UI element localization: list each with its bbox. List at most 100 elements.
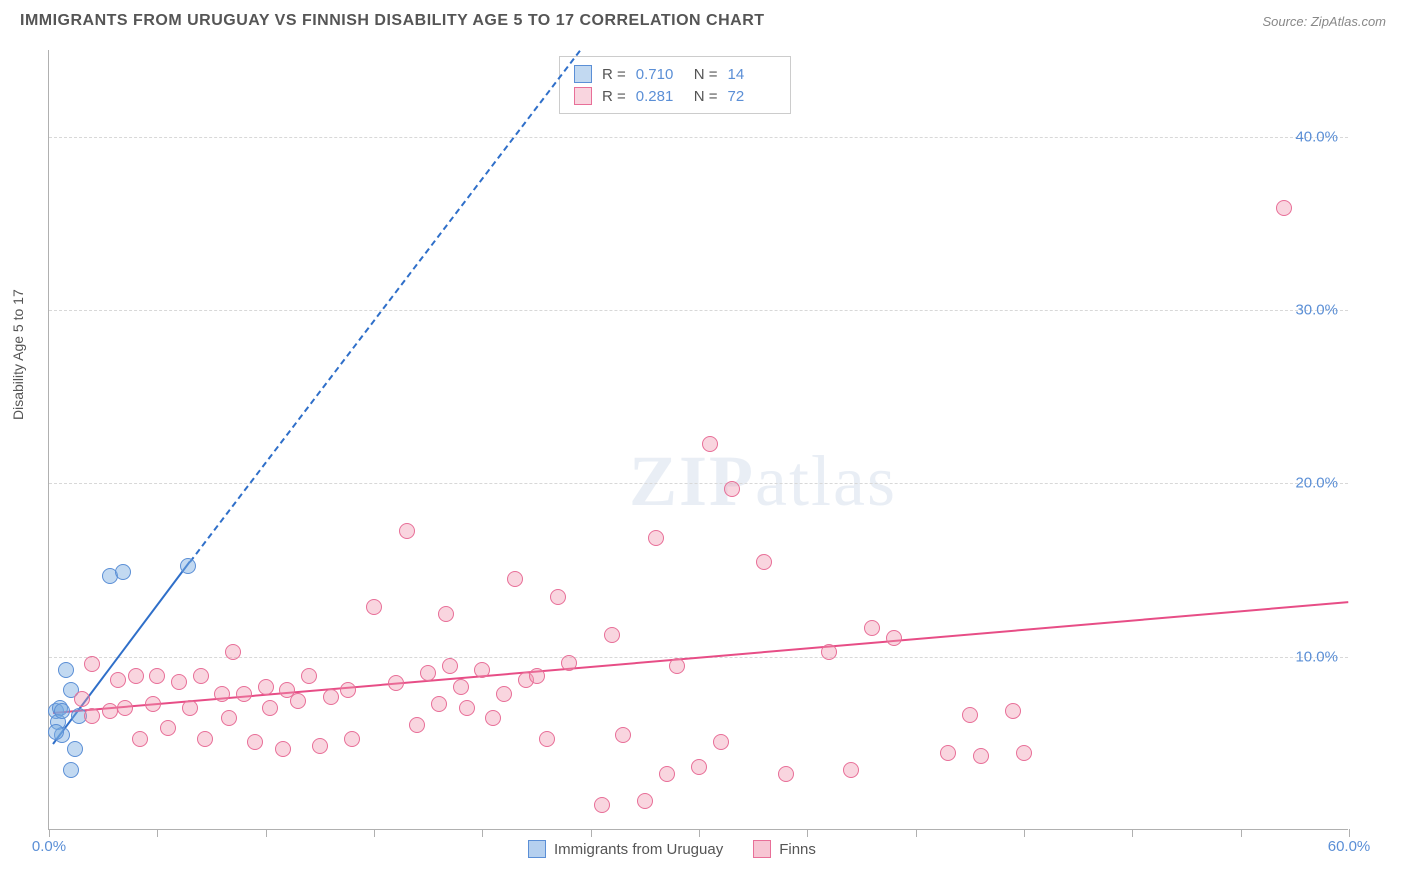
data-point: [214, 686, 230, 702]
data-point: [756, 554, 772, 570]
data-point: [459, 700, 475, 716]
x-tick: [1132, 829, 1133, 837]
x-tick: [266, 829, 267, 837]
data-point: [431, 696, 447, 712]
data-point: [485, 710, 501, 726]
data-point: [344, 731, 360, 747]
data-point: [275, 741, 291, 757]
legend-item: Immigrants from Uruguay: [528, 840, 723, 858]
stat-r-value: 0.710: [636, 66, 684, 83]
data-point: [128, 668, 144, 684]
data-point: [691, 759, 707, 775]
data-point: [366, 599, 382, 615]
data-point: [724, 481, 740, 497]
source-attribution: Source: ZipAtlas.com: [1262, 14, 1386, 29]
data-point: [420, 665, 436, 681]
data-point: [507, 571, 523, 587]
y-tick-label: 40.0%: [1295, 128, 1338, 145]
stat-n-label: N =: [694, 66, 718, 83]
legend-swatch: [574, 65, 592, 83]
data-point: [604, 627, 620, 643]
data-point: [221, 710, 237, 726]
data-point: [312, 738, 328, 754]
data-point: [1016, 745, 1032, 761]
data-point: [399, 523, 415, 539]
data-point: [474, 662, 490, 678]
data-point: [438, 606, 454, 622]
stat-n-value: 72: [728, 88, 776, 105]
chart-title: IMMIGRANTS FROM URUGUAY VS FINNISH DISAB…: [20, 12, 765, 30]
data-point: [171, 674, 187, 690]
stat-n-label: N =: [694, 88, 718, 105]
data-point: [496, 686, 512, 702]
data-point: [561, 655, 577, 671]
trend-line-dash: [189, 50, 581, 563]
data-point: [258, 679, 274, 695]
data-point: [84, 656, 100, 672]
legend-label: Immigrants from Uruguay: [554, 841, 723, 858]
data-point: [821, 644, 837, 660]
data-point: [193, 668, 209, 684]
x-tick: [807, 829, 808, 837]
data-point: [864, 620, 880, 636]
x-tick-label: 60.0%: [1328, 838, 1371, 855]
data-point: [48, 724, 64, 740]
data-point: [409, 717, 425, 733]
x-tick: [1241, 829, 1242, 837]
data-point: [702, 436, 718, 452]
data-point: [132, 731, 148, 747]
data-point: [58, 662, 74, 678]
stats-legend-box: R = 0.710 N = 14R = 0.281 N = 72: [559, 56, 791, 114]
scatter-plot: ZIPatlas R =0.710N =14R =0.281N =72 10.0…: [48, 50, 1348, 830]
data-point: [323, 689, 339, 705]
data-point: [290, 693, 306, 709]
bottom-legend: Immigrants from Uruguay Finns: [528, 840, 816, 858]
y-axis-label: Disability Age 5 to 17: [10, 289, 26, 420]
data-point: [63, 762, 79, 778]
x-tick: [157, 829, 158, 837]
data-point: [778, 766, 794, 782]
gridline: [49, 137, 1348, 138]
x-tick: [482, 829, 483, 837]
x-tick: [916, 829, 917, 837]
stat-r-label: R =: [602, 66, 626, 83]
stats-row: R = 0.710 N = 14: [574, 63, 776, 85]
legend-swatch: [574, 87, 592, 105]
data-point: [160, 720, 176, 736]
data-point: [962, 707, 978, 723]
legend-swatch: [753, 840, 771, 858]
legend-item: Finns: [753, 840, 816, 858]
data-point: [539, 731, 555, 747]
data-point: [247, 734, 263, 750]
data-point: [236, 686, 252, 702]
data-point: [1276, 200, 1292, 216]
data-point: [453, 679, 469, 695]
data-point: [115, 564, 131, 580]
data-point: [594, 797, 610, 813]
data-point: [67, 741, 83, 757]
data-point: [225, 644, 241, 660]
data-point: [442, 658, 458, 674]
data-point: [74, 691, 90, 707]
chart-area: ZIPatlas R =0.710N =14R =0.281N =72 10.0…: [48, 50, 1348, 830]
data-point: [197, 731, 213, 747]
stat-n-value: 14: [728, 66, 776, 83]
stat-r-value: 0.281: [636, 88, 684, 105]
data-point: [262, 700, 278, 716]
data-point: [110, 672, 126, 688]
data-point: [550, 589, 566, 605]
x-tick: [49, 829, 50, 837]
data-point: [973, 748, 989, 764]
data-point: [102, 703, 118, 719]
data-point: [940, 745, 956, 761]
data-point: [843, 762, 859, 778]
x-tick: [1349, 829, 1350, 837]
data-point: [340, 682, 356, 698]
data-point: [149, 668, 165, 684]
data-point: [182, 700, 198, 716]
data-point: [886, 630, 902, 646]
data-point: [648, 530, 664, 546]
y-tick-label: 20.0%: [1295, 475, 1338, 492]
x-tick: [699, 829, 700, 837]
x-tick: [374, 829, 375, 837]
